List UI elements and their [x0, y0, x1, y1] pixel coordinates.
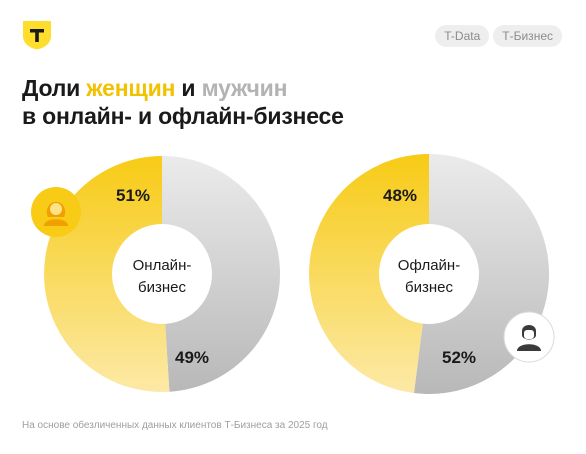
label-women: 51%	[116, 186, 150, 205]
tbank-logo-icon	[23, 21, 51, 50]
footnote: На основе обезличенных данных клиентов Т…	[22, 420, 328, 431]
title-part1: Доли	[22, 75, 87, 101]
tag-tdata[interactable]: T-Data	[435, 25, 490, 47]
title-line2: в онлайн- и офлайн-бизнесе	[22, 103, 344, 129]
title-women: женщин	[86, 75, 176, 101]
page-title: Доли женщин и мужчин в онлайн- и офлайн-…	[22, 74, 344, 130]
donut-hole	[112, 224, 212, 324]
donut-chart-2: Офлайн-бизнес 48% 52%	[309, 154, 555, 394]
title-men: мужчин	[201, 75, 288, 101]
donut-hole	[379, 224, 479, 324]
woman-avatar-icon	[31, 187, 81, 237]
title-part2: и	[175, 75, 202, 101]
center-label-line: Офлайн-	[398, 257, 460, 274]
slice-men	[162, 155, 281, 392]
slice-women	[309, 154, 429, 394]
man-avatar-icon	[503, 311, 555, 363]
center-label-line: Онлайн-	[133, 257, 192, 274]
center-label-line: бизнес	[405, 279, 453, 296]
header-tags: T-Data Т-Бизнес	[435, 25, 562, 47]
label-women: 48%	[383, 186, 417, 205]
center-label-line: бизнес	[138, 279, 186, 296]
donut-chart-1: Онлайн-бизнес 51% 49%	[31, 155, 281, 392]
label-men: 52%	[442, 348, 476, 367]
tag-tbusiness[interactable]: Т-Бизнес	[493, 25, 562, 47]
label-men: 49%	[175, 348, 209, 367]
